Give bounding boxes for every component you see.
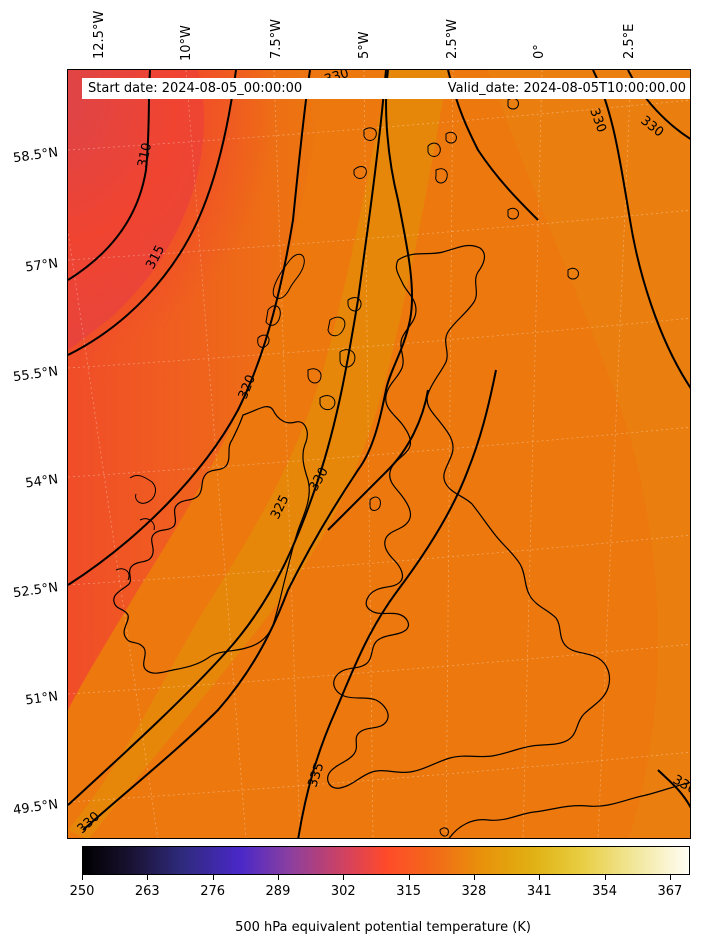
lat-label-54n: 54°N: [24, 472, 60, 492]
colorbar-tick-label: 276: [200, 884, 226, 899]
colorbar-tick-mark: [473, 875, 475, 880]
colorbar-tick-label: 250: [69, 884, 95, 899]
contour-320: [68, 70, 311, 586]
colorbar-tick-label: 328: [461, 884, 487, 899]
contour-335: [297, 369, 497, 838]
colorbar-tick-mark: [604, 875, 606, 880]
field-cold-glow: [68, 70, 368, 390]
graticule: [68, 70, 690, 838]
map-panel[interactable]: 310 315 320 325 330 330 330 330 330 330 …: [67, 69, 691, 839]
lat-label-58-5n: 58.5°N: [12, 145, 60, 167]
contour-325: [68, 70, 387, 806]
lat-label-49-5n: 49.5°N: [12, 797, 60, 819]
lon-label-2-5e: 2.5°E: [622, 23, 637, 59]
contour-label-310: 310: [135, 141, 155, 168]
colorbar-tick-label: 302: [330, 884, 356, 899]
valid-date-text: Valid_date: 2024-08-05T10:00:00.00: [447, 81, 686, 96]
colorbar-tick-label: 354: [592, 884, 617, 899]
colorbar-tick-mark: [277, 875, 279, 880]
lon-label-5w: 5°W: [357, 31, 372, 59]
start-date-text: Start date: 2024-08-05_00:00:00: [88, 81, 303, 96]
colorbar-tick-label: 341: [526, 884, 552, 899]
date-header: Start date: 2024-08-05_00:00:00 Valid_da…: [82, 78, 690, 99]
contour-label-335: 335: [306, 761, 328, 789]
lon-label-2-5w: 2.5°W: [445, 18, 460, 59]
colorbar-tick-mark: [343, 875, 345, 880]
colorbar-tick-mark: [82, 875, 83, 880]
colorbar: [82, 846, 690, 875]
coastline-isle-of-man: [369, 496, 381, 511]
lat-label-57n: 57°N: [24, 256, 60, 276]
colorbar-tick-label: 367: [657, 884, 683, 899]
contour-315: [68, 70, 237, 356]
colorbar-tick-mark: [147, 875, 149, 880]
field-warm-band: [68, 70, 448, 838]
lon-label-7-5w: 7.5°W: [269, 18, 284, 59]
lat-label-55-5n: 55.5°N: [12, 364, 60, 386]
lat-label-52-5n: 52.5°N: [12, 580, 60, 602]
lat-label-51n: 51°N: [24, 689, 60, 709]
coastline-channel-islands: [439, 827, 449, 837]
contour-330-band: [82, 70, 414, 831]
colorbar-tick-label: 289: [265, 884, 291, 899]
contour-330-se: [657, 769, 690, 809]
coastline-ireland: [113, 406, 310, 674]
colorbar-tick-label: 263: [134, 884, 160, 899]
contour-330-inner: [327, 389, 429, 531]
colorbar-tick-mark: [669, 875, 671, 880]
colorbar-title: 500 hPa equivalent potential temperature…: [235, 920, 531, 935]
coastline-great-britain: [327, 244, 611, 789]
contour-lines: [68, 70, 690, 838]
coastline-small-islands: [507, 207, 579, 280]
coastline-hebrides: [257, 127, 377, 411]
colorbar-tick-mark: [408, 875, 410, 880]
colorbar-tick-mark: [539, 875, 541, 880]
map-canvas[interactable]: 310 315 320 325 330 330 330 330 330 330 …: [68, 70, 691, 839]
lon-label-10w: 10°W: [179, 25, 194, 61]
lon-label-12-5w: 12.5°W: [92, 10, 107, 59]
coastline-france: [448, 781, 690, 838]
colorbar-tick-label: 315: [396, 884, 422, 899]
colorbar-tick-mark: [212, 875, 214, 880]
lon-label-0: 0°: [532, 44, 547, 59]
contour-330-ne: [592, 70, 690, 389]
contour-330-east: [447, 70, 539, 221]
